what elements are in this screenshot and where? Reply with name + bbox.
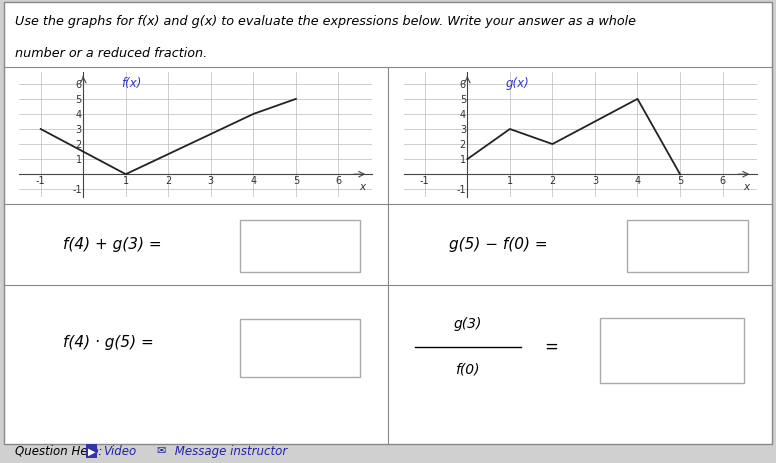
- FancyBboxPatch shape: [240, 319, 360, 377]
- Text: Question Help:: Question Help:: [16, 445, 102, 458]
- Text: g(3): g(3): [453, 317, 482, 331]
- Text: ✉: ✉: [156, 446, 165, 457]
- Text: number or a reduced fraction.: number or a reduced fraction.: [16, 47, 207, 60]
- Text: x: x: [359, 182, 365, 193]
- Text: Use the graphs for f(x) and g(x) to evaluate the expressions below. Write your a: Use the graphs for f(x) and g(x) to eval…: [16, 15, 636, 28]
- FancyBboxPatch shape: [600, 318, 744, 382]
- Text: ▶: ▶: [88, 446, 95, 457]
- Text: f(4) · g(5) =: f(4) · g(5) =: [63, 335, 154, 350]
- FancyBboxPatch shape: [627, 220, 748, 271]
- Text: Message instructor: Message instructor: [171, 445, 288, 458]
- Text: g(5) − f(0) =: g(5) − f(0) =: [449, 237, 547, 252]
- Text: f(4) + g(3) =: f(4) + g(3) =: [63, 237, 161, 252]
- Text: f(x): f(x): [122, 77, 142, 90]
- FancyBboxPatch shape: [240, 220, 360, 271]
- Text: g(x): g(x): [506, 77, 529, 90]
- Text: =: =: [544, 338, 558, 356]
- Text: Video: Video: [102, 445, 136, 458]
- Text: x: x: [743, 182, 749, 193]
- Text: f(0): f(0): [456, 362, 480, 376]
